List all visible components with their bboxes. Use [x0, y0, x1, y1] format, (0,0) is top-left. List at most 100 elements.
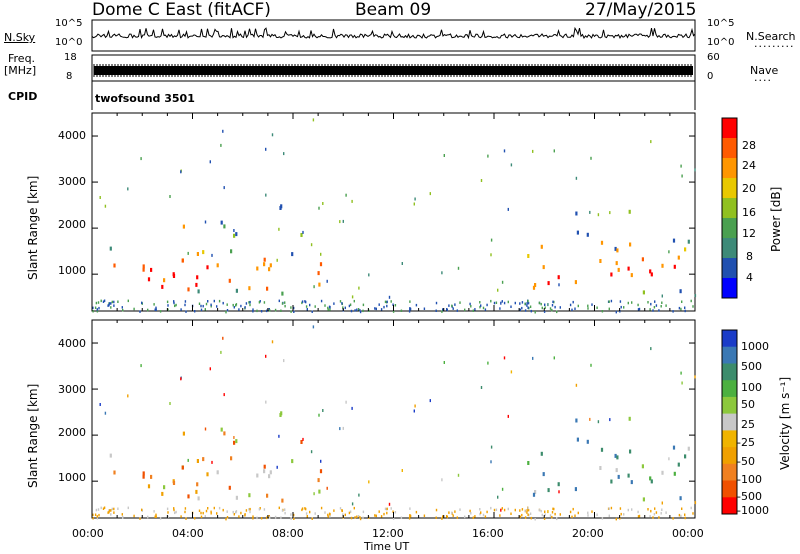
ground-scatter-cell: [258, 508, 261, 511]
ground-scatter-cell: [92, 306, 94, 310]
ground-scatter-cell: [627, 508, 629, 512]
ground-scatter-cell: [127, 506, 129, 510]
ground-scatter-cell: [362, 510, 365, 514]
ground-scatter-cell: [327, 308, 329, 311]
ground-scatter-cell: [113, 507, 115, 511]
ground-scatter-cell: [314, 305, 316, 308]
echo-cell: [291, 459, 294, 464]
ground-scatter-cell: [278, 299, 280, 303]
ground-scatter-cell: [218, 506, 221, 510]
ground-scatter-cell: [290, 517, 292, 520]
ground-scatter-cell: [652, 309, 654, 312]
echo-cell: [223, 431, 226, 436]
ground-scatter-cell: [94, 306, 97, 309]
ground-scatter-cell: [306, 515, 308, 518]
ground-scatter-cell: [451, 304, 453, 308]
echo-cell: [220, 427, 223, 432]
ground-scatter-cell: [692, 512, 694, 515]
ground-scatter-cell: [681, 507, 683, 510]
ground-scatter-cell: [527, 299, 529, 303]
isolated-echo-cell: [575, 176, 578, 180]
ground-scatter-cell: [392, 517, 395, 520]
ground-scatter-cell: [108, 303, 110, 307]
ground-scatter-cell: [348, 304, 351, 308]
ground-scatter-cell: [650, 302, 652, 306]
ground-scatter-cell: [383, 512, 385, 516]
ground-scatter-cell: [375, 307, 377, 311]
echo-cell: [187, 494, 190, 499]
isolated-echo-cell: [661, 501, 663, 505]
ground-scatter-cell: [574, 514, 576, 517]
ground-scatter-cell: [185, 310, 187, 313]
isolated-echo-cell: [169, 402, 171, 405]
echo-cell: [263, 469, 266, 474]
nsearch-tick-bottom: 10^0: [707, 37, 735, 48]
ground-scatter-cell: [559, 513, 561, 516]
power-cbar-swatch: [722, 118, 737, 139]
ground-scatter-cell: [97, 508, 100, 511]
isolated-echo-cell: [681, 174, 683, 178]
freq-panel: [91, 54, 696, 82]
ground-scatter-cell: [521, 301, 524, 304]
freq-trace: [93, 64, 693, 77]
echo-cell: [629, 449, 632, 454]
vel-cbar-tick-50: 50: [741, 398, 755, 411]
isolated-echo-cell: [507, 414, 509, 418]
isolated-echo-cell: [500, 508, 502, 512]
ground-scatter-cell: [423, 307, 426, 310]
ground-scatter-cell: [435, 516, 437, 519]
nave-dots: ····: [754, 74, 772, 87]
isolated-echo-cell: [490, 238, 493, 242]
echo-cell: [163, 485, 166, 490]
echo-cell: [534, 283, 537, 287]
echo-cell: [527, 461, 530, 465]
isolated-echo-cell: [547, 303, 549, 307]
echo-cell: [163, 278, 166, 283]
ground-scatter-cell: [339, 507, 342, 510]
ground-scatter-cell: [559, 306, 561, 309]
ground-scatter-cell: [218, 299, 221, 303]
ground-scatter-cell: [226, 510, 228, 513]
isolated-echo-cell: [443, 361, 445, 364]
isolated-echo-cell: [233, 229, 235, 232]
isolated-echo-cell: [318, 413, 320, 417]
nsearch-tick-top: 10^5: [707, 18, 735, 29]
echo-cell: [235, 288, 238, 293]
ground-scatter-cell: [202, 511, 204, 515]
ground-scatter-cell: [263, 508, 266, 511]
isolated-echo-cell: [589, 210, 591, 214]
ground-scatter-cell: [248, 301, 250, 304]
ground-scatter-cell: [200, 304, 202, 308]
echo-cell: [279, 413, 282, 417]
vel-cbar-swatch: [722, 447, 737, 465]
echo-cell: [318, 489, 321, 494]
isolated-echo-cell: [351, 199, 353, 203]
ground-scatter-cell: [530, 516, 532, 520]
ground-scatter-cell: [357, 515, 360, 518]
nave-label: Nave: [750, 64, 779, 77]
ground-scatter-cell: [441, 310, 443, 313]
ground-scatter-cell: [204, 515, 206, 518]
isolated-echo-cell: [222, 129, 224, 133]
echo-cell: [534, 490, 537, 494]
isolated-echo-cell: [310, 243, 313, 247]
ground-scatter-cell: [608, 514, 610, 518]
echo-cell: [197, 289, 200, 294]
ground-scatter-cell: [110, 509, 112, 512]
ground-scatter-cell: [672, 310, 674, 313]
echo-cell: [263, 257, 266, 262]
vel-cbar-swatch: [722, 363, 737, 381]
echo-cell: [147, 277, 151, 282]
ground-scatter-cell: [259, 300, 261, 303]
ground-scatter-cell: [240, 304, 242, 308]
ground-scatter-cell: [384, 300, 387, 304]
echo-cell: [677, 255, 680, 260]
ground-scatter-cell: [154, 515, 156, 518]
velocity-colorbar: [721, 329, 738, 515]
ground-scatter-cell: [281, 509, 284, 512]
isolated-echo-cell: [413, 202, 415, 206]
power-cbar-tick-28: 28: [742, 139, 756, 152]
ground-scatter-cell: [204, 308, 206, 311]
isolated-echo-cell: [480, 179, 483, 182]
echo-cell: [673, 264, 676, 269]
